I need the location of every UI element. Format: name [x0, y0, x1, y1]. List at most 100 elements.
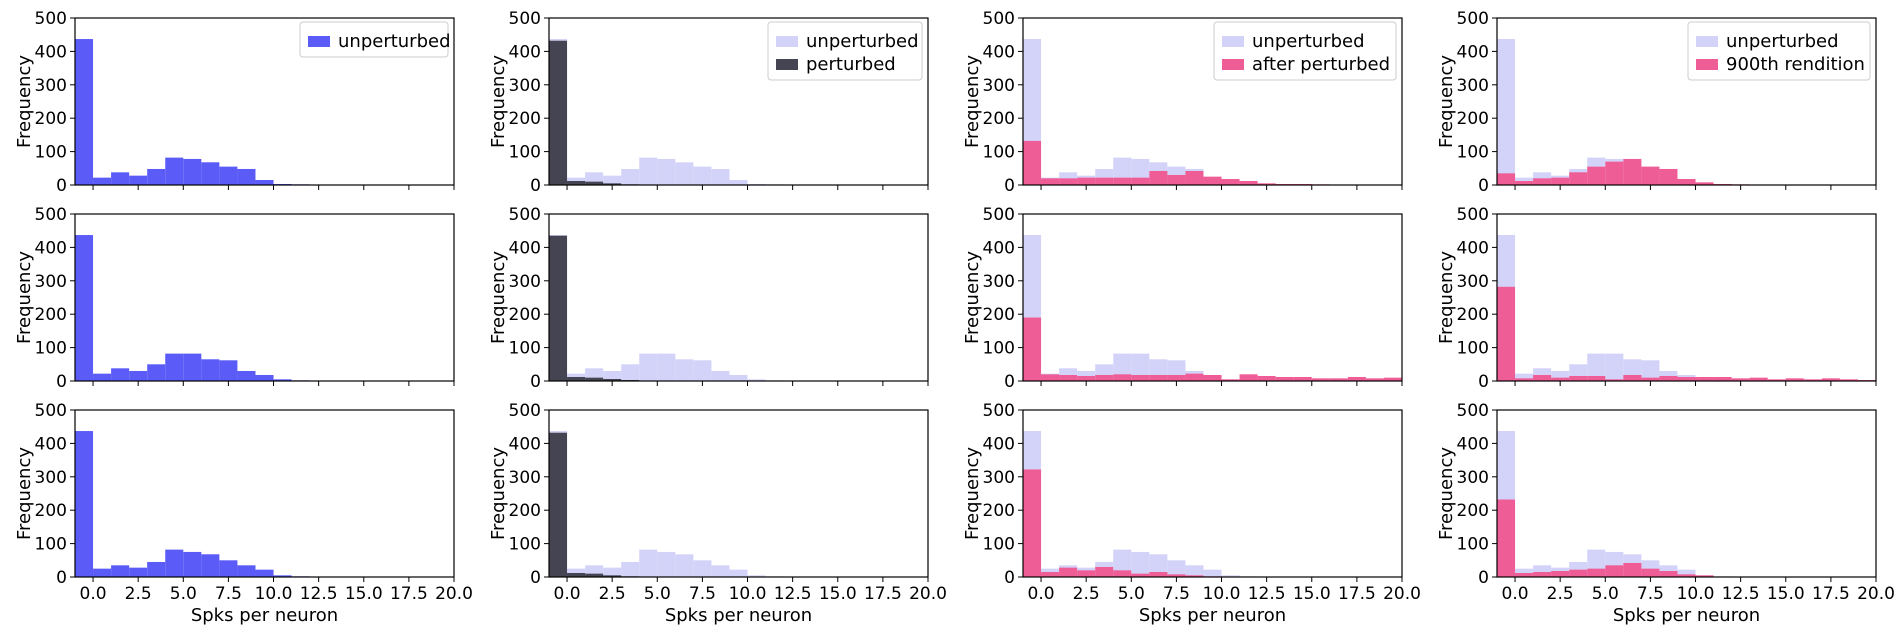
y-tick-label: 400 — [1457, 42, 1489, 62]
histogram-bar — [1257, 183, 1276, 185]
x-tick-label: 2.5 — [125, 584, 152, 604]
y-axis-label: Frequency — [962, 447, 983, 540]
series-900th-rendition — [1497, 286, 1876, 381]
histogram-bar — [165, 157, 184, 185]
histogram-bar — [201, 162, 220, 185]
x-tick-label: 10.0 — [1677, 584, 1715, 604]
x-tick-label: 5.0 — [1592, 584, 1619, 604]
histogram-bar — [1293, 376, 1312, 381]
subplot-r2-c2: 0 100 200 300 400 500 Frequency — [488, 205, 929, 392]
histogram-bar — [1605, 353, 1624, 381]
histogram-bar — [1533, 571, 1552, 577]
histogram-bar — [165, 549, 184, 577]
y-axis-label: Frequency — [14, 251, 35, 344]
histogram-bar — [639, 157, 658, 185]
subplot-r3-c1: 0.0 2.5 5.0 7.5 10.0 12.5 15.0 17.5 20.0 0 100 200 3… — [14, 401, 473, 626]
x-axis-label: Spks per neuron — [665, 605, 812, 626]
x-tick-label: 15.0 — [819, 584, 857, 604]
axes-frame — [74, 213, 455, 382]
histogram-bar — [1821, 378, 1840, 381]
histogram-bar — [1605, 161, 1624, 185]
histogram-bar — [75, 39, 94, 186]
legend-swatch — [776, 36, 798, 47]
x-tick-label: 15.0 — [345, 584, 383, 604]
legend-box — [767, 21, 923, 81]
y-tick-label: 500 — [1457, 9, 1489, 29]
legend-box — [1213, 21, 1397, 81]
y-tick-label: 100 — [509, 339, 541, 359]
histogram-bar — [1131, 353, 1150, 381]
histogram-bar — [567, 568, 586, 577]
histogram-bar — [1731, 378, 1750, 381]
histogram-bar — [585, 377, 604, 381]
y-tick-label: 200 — [983, 501, 1015, 521]
histogram-bar — [1113, 353, 1132, 381]
series-unperturbed — [75, 431, 310, 577]
subplot-r1-c4: 0 100 200 300 400 500 Frequency unperturbed900t… — [1436, 9, 1877, 196]
y-tick-label: 300 — [509, 272, 541, 292]
histogram-bar — [1749, 377, 1768, 381]
histogram-bar — [1515, 180, 1534, 185]
histogram-bar — [165, 353, 184, 381]
x-tick-label: 10.0 — [729, 584, 767, 604]
histogram-bar — [1677, 178, 1696, 185]
x-tick-label: 0.0 — [80, 584, 107, 604]
legend-label: unperturbed — [338, 31, 451, 52]
histogram-bar — [603, 175, 622, 185]
y-tick-label: 300 — [983, 76, 1015, 96]
subplot-r1-c2: 0 100 200 300 400 500 Frequency unperturbedpert… — [488, 9, 929, 196]
histogram-bar — [93, 373, 112, 381]
x-tick-label: 0.0 — [1028, 584, 1055, 604]
x-tick-label: 12.5 — [774, 584, 812, 604]
x-axis-label: Spks per neuron — [1139, 605, 1286, 626]
histogram-bar — [75, 235, 94, 381]
legend-swatch — [1222, 36, 1244, 47]
histogram-bar — [1515, 568, 1534, 577]
histogram-bar — [1221, 575, 1240, 577]
axes-frame — [1022, 213, 1403, 382]
histogram-bar — [1803, 379, 1822, 381]
histogram-bar — [1605, 379, 1624, 381]
y-tick-label: 400 — [35, 42, 67, 62]
histogram-bar — [729, 569, 748, 577]
histogram-bar — [237, 168, 256, 185]
legend-box — [1687, 21, 1871, 81]
histogram-bar — [1365, 378, 1384, 381]
histogram-bar — [1383, 377, 1402, 381]
legend-label: 900th rendition — [1726, 54, 1865, 75]
x-axis-label: Spks per neuron — [191, 605, 338, 626]
legend-swatch — [308, 36, 330, 47]
histogram-bar — [711, 370, 730, 381]
histogram-bar — [201, 554, 220, 577]
histogram-bar — [1077, 570, 1096, 577]
y-tick-label: 400 — [35, 434, 67, 454]
y-tick-label: 500 — [35, 9, 67, 29]
histogram-bar — [1203, 374, 1222, 381]
y-axis-label: Frequency — [14, 447, 35, 540]
y-tick-label: 300 — [1457, 76, 1489, 96]
histogram-bar — [567, 376, 586, 381]
y-tick-label: 100 — [35, 339, 67, 359]
histogram-bar — [147, 364, 166, 381]
histogram-bar — [585, 573, 604, 577]
y-tick-label: 400 — [983, 434, 1015, 454]
histogram-bar — [1641, 360, 1660, 381]
histogram-bar — [147, 168, 166, 185]
y-tick-label: 100 — [509, 143, 541, 163]
histogram-bar — [1113, 177, 1132, 185]
histogram-bar — [1587, 353, 1606, 381]
y-tick-label: 300 — [509, 468, 541, 488]
y-tick-label: 300 — [983, 468, 1015, 488]
histogram-bar — [1551, 370, 1570, 381]
histogram-bar — [1785, 378, 1804, 381]
y-tick-label: 300 — [983, 272, 1015, 292]
x-tick-label: 5.0 — [1118, 584, 1145, 604]
y-axis-label: Frequency — [1436, 251, 1457, 344]
series-900th-rendition — [1497, 158, 1750, 185]
histogram-bar — [1695, 182, 1714, 185]
axes-frame — [548, 17, 929, 186]
histogram-bar — [1023, 469, 1042, 577]
histogram-bar — [603, 378, 622, 381]
y-tick-label: 100 — [1457, 339, 1489, 359]
histogram-bar — [1497, 499, 1516, 577]
